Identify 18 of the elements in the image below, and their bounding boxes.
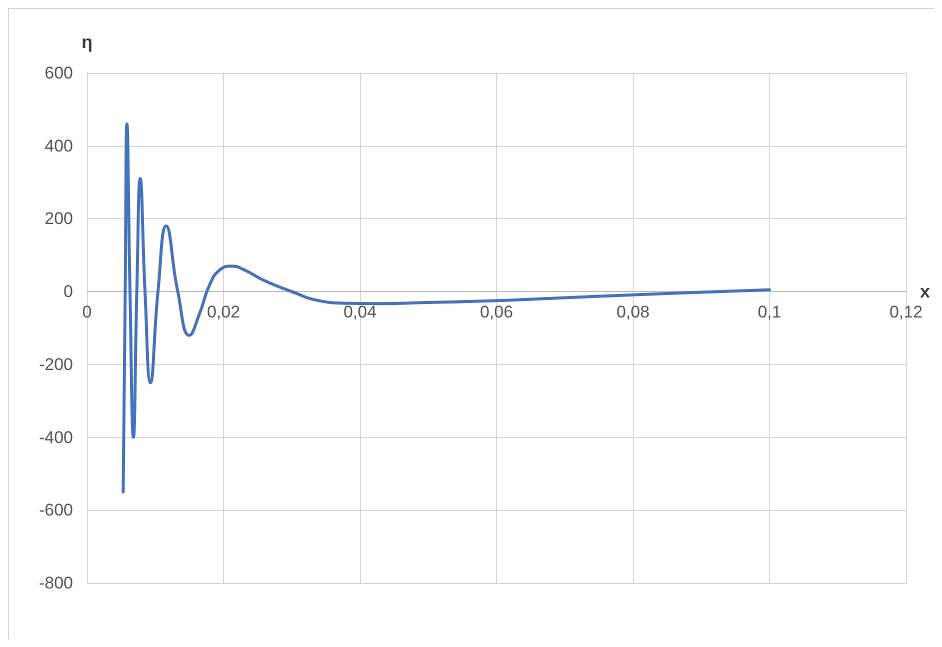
x-axis-title: x	[920, 282, 930, 302]
y-tick-label: 200	[44, 209, 73, 228]
x-tick-label: 0,06	[480, 302, 514, 322]
y-tick-label: -600	[38, 500, 73, 520]
x-tick-label: 0	[82, 302, 92, 322]
x-tick-label: 0,04	[343, 302, 377, 322]
y-tick-label: -800	[38, 574, 73, 592]
x-tick-label: 0,02	[206, 302, 240, 322]
y-tick-label: -200	[38, 354, 73, 374]
x-tick-label: 0,08	[616, 302, 650, 322]
x-tick-label: 0,1	[758, 302, 782, 322]
x-tick-label: 0,12	[889, 302, 923, 322]
y-tick-label: 600	[44, 64, 73, 82]
y-tick-label: 400	[44, 136, 73, 156]
y-axis-title: η	[82, 32, 92, 52]
y-tick-label: 0	[64, 282, 73, 302]
chart-frame: η x -800 -600 -400 -200 0 200 400 600 0 0,02 0,04 0,06 0,08 0,1 0,12	[8, 8, 934, 639]
y-tick-label: -400	[38, 428, 73, 447]
